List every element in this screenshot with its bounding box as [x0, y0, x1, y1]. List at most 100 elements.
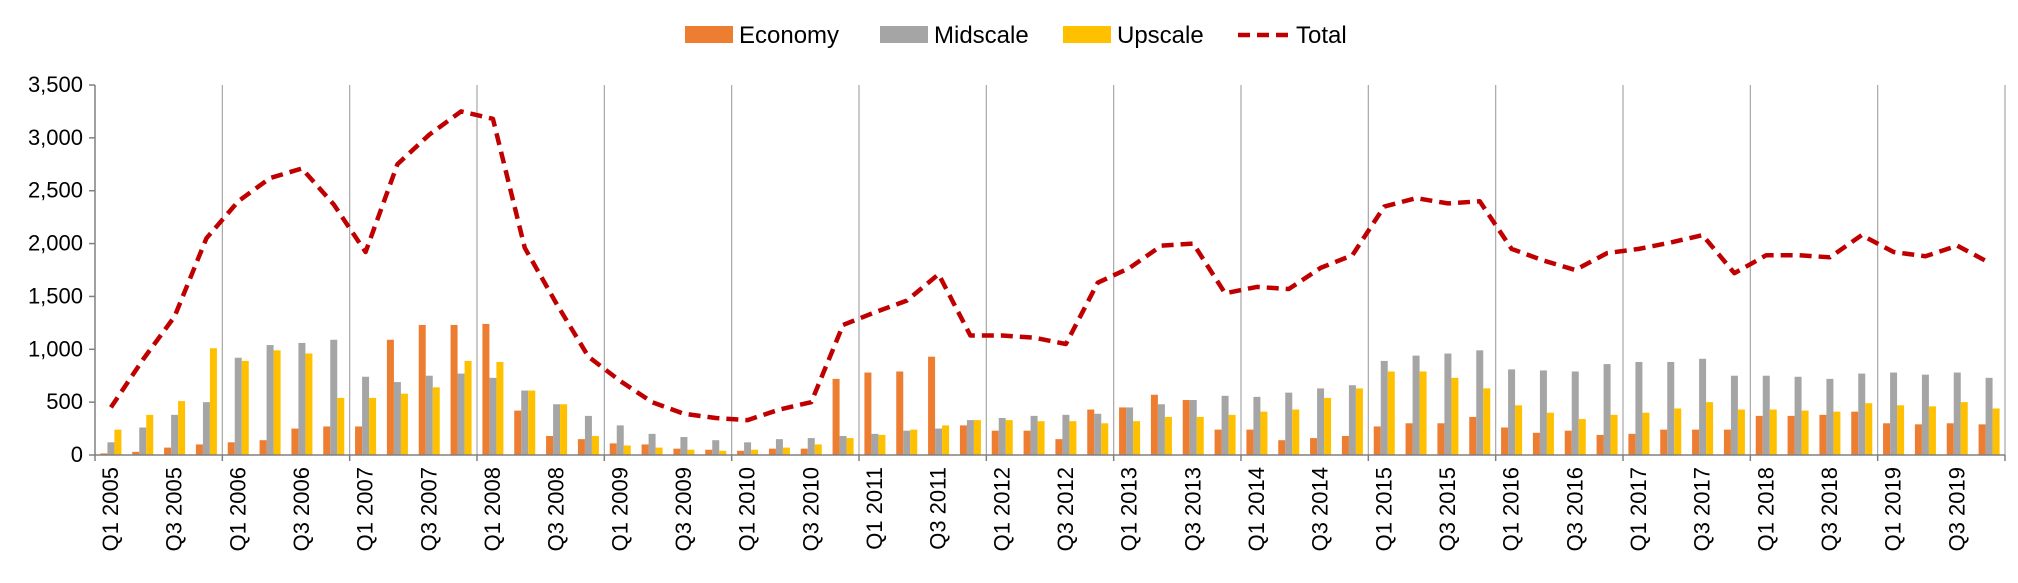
- x-tick-label: Q3 2019: [1944, 467, 1969, 551]
- midscale-bar: [1539, 370, 1547, 455]
- economy-bar: [673, 448, 681, 455]
- x-tick-label: Q3 2009: [671, 467, 696, 551]
- x-tick-label: Q1 2009: [607, 467, 632, 551]
- economy-bar: [1755, 415, 1763, 455]
- economy-bar: [1246, 429, 1254, 455]
- midscale-bar: [1221, 395, 1229, 455]
- economy-bar: [1628, 433, 1636, 455]
- economy-bar: [928, 356, 936, 455]
- upscale-bar: [910, 429, 918, 455]
- midscale-bar: [1380, 360, 1388, 455]
- y-tick-label: 3,000: [28, 125, 83, 150]
- upscale-bar: [1196, 416, 1204, 455]
- upscale-bar: [1674, 408, 1682, 455]
- upscale-bar: [1546, 412, 1554, 455]
- economy-bar: [514, 410, 522, 455]
- upscale-bar: [1642, 412, 1650, 455]
- upscale-bar: [1451, 377, 1459, 455]
- economy-bar: [1946, 423, 1954, 455]
- midscale-bar: [1794, 376, 1802, 455]
- economy-bar: [1373, 426, 1381, 455]
- legend-label: Economy: [739, 22, 839, 49]
- upscale-bar: [1515, 405, 1523, 455]
- midscale-bar: [1985, 377, 1993, 455]
- y-tick-label: 1,500: [28, 283, 83, 308]
- midscale-bar: [935, 428, 943, 455]
- midscale-bar: [330, 339, 338, 455]
- upscale-bar: [1228, 414, 1236, 455]
- midscale-bar: [1571, 371, 1579, 455]
- series-economy: [100, 323, 1986, 455]
- economy-bar: [1469, 416, 1477, 455]
- x-tick-label: Q3 2010: [798, 467, 823, 551]
- upscale-bar: [1578, 419, 1586, 455]
- economy-bar: [1182, 400, 1190, 455]
- upscale-bar: [942, 425, 950, 455]
- midscale-bar: [1603, 364, 1611, 455]
- midscale-bar: [1921, 374, 1929, 455]
- upscale-bar: [751, 449, 759, 455]
- economy-bar: [1564, 430, 1572, 455]
- upscale-bar: [1069, 421, 1077, 455]
- upscale-bar: [528, 390, 536, 455]
- upscale-bar: [1610, 414, 1618, 455]
- economy-bar: [1723, 429, 1731, 455]
- upscale-bar: [1419, 371, 1427, 455]
- midscale-bar: [1444, 353, 1452, 455]
- upscale-bar: [400, 393, 408, 455]
- x-tick-label: Q3 2013: [1180, 467, 1205, 551]
- economy-bar: [641, 444, 649, 455]
- upscale-bar: [623, 445, 631, 455]
- economy-bar: [800, 448, 808, 455]
- upscale-bar: [1355, 388, 1363, 455]
- midscale-bar: [903, 430, 911, 455]
- midscale-bar: [1062, 414, 1070, 455]
- x-tick-label: Q1 2006: [225, 467, 250, 551]
- upscale-bar: [337, 397, 345, 455]
- x-tick-label: Q1 2005: [98, 467, 123, 551]
- economy-bar: [1501, 427, 1509, 455]
- upscale-bar: [209, 348, 217, 455]
- upscale-bar: [432, 387, 440, 455]
- midscale-bar: [839, 435, 847, 455]
- upscale-bar: [1960, 402, 1968, 455]
- legend-item-total: Total: [1238, 22, 1347, 49]
- economy-bar: [1214, 429, 1222, 455]
- upscale-bar: [1164, 416, 1172, 455]
- midscale-bar: [775, 439, 783, 455]
- midscale-bar: [1189, 400, 1197, 455]
- legend-swatch: [685, 26, 733, 43]
- economy-bar: [705, 449, 713, 455]
- economy-bar: [737, 450, 745, 455]
- upscale-bar: [1005, 420, 1013, 455]
- economy-bar: [1310, 438, 1318, 455]
- x-tick-label: Q3 2005: [162, 467, 187, 551]
- upscale-bar: [1483, 388, 1491, 455]
- midscale-bar: [1126, 407, 1134, 455]
- upscale-bar: [1897, 405, 1905, 455]
- economy-bar: [577, 439, 585, 455]
- economy-bar: [1341, 435, 1349, 455]
- midscale-bar: [1253, 396, 1261, 455]
- upscale-bar: [878, 434, 886, 455]
- economy-bar: [259, 440, 267, 455]
- upscale-bar: [241, 360, 249, 455]
- midscale-bar: [1348, 385, 1356, 455]
- economy-bar: [418, 324, 426, 455]
- upscale-bar: [655, 447, 663, 455]
- midscale-bar: [1826, 378, 1834, 455]
- economy-bar: [832, 378, 840, 455]
- economy-bar: [1023, 430, 1031, 455]
- midscale-bar: [966, 420, 974, 455]
- midscale-bar: [744, 442, 752, 455]
- upscale-bar: [1769, 409, 1777, 455]
- economy-bar: [291, 428, 299, 455]
- midscale-bar: [1412, 355, 1420, 455]
- midscale-bar: [1635, 361, 1643, 455]
- midscale-bar: [616, 425, 624, 455]
- x-tick-label: Q3 2011: [926, 467, 951, 550]
- y-tick-label: 1,000: [28, 336, 83, 361]
- midscale-bar: [1953, 372, 1961, 455]
- legend-item-upscale: Upscale: [1063, 22, 1204, 49]
